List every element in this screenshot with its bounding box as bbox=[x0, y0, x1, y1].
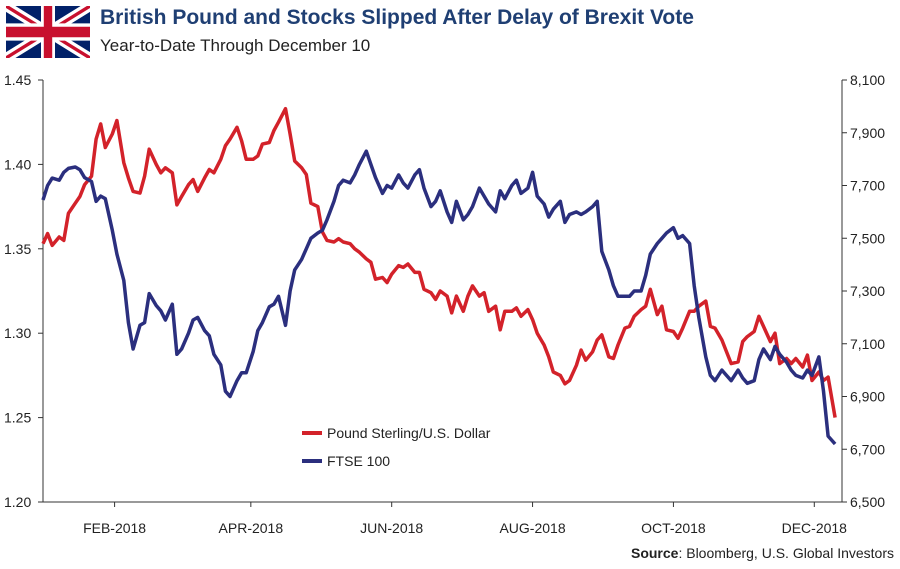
x-tick-label: FEB-2018 bbox=[83, 520, 146, 536]
chart-title: British Pound and Stocks Slipped After D… bbox=[100, 6, 694, 29]
right-tick-label: 7,700 bbox=[850, 178, 885, 194]
left-tick-label: 1.40 bbox=[4, 156, 31, 172]
right-axis-ticks: 6,500 6,700 6,900 7,100 7,300 7,500 7,700 7,900… bbox=[842, 72, 885, 510]
series-layer bbox=[41, 106, 837, 446]
union-jack-flag-icon bbox=[6, 6, 90, 58]
left-tick-label: 1.25 bbox=[4, 410, 31, 426]
right-tick-label: 6,500 bbox=[850, 494, 885, 510]
x-tick-label: OCT-2018 bbox=[641, 520, 706, 536]
source-note: Source: Bloomberg, U.S. Global Investors bbox=[631, 545, 894, 561]
source-label: Source bbox=[630, 545, 679, 561]
legend: Pound Sterling/U.S. Dollar FTSE 100 bbox=[302, 425, 491, 469]
source-text: : Bloomberg, U.S. Global Investors bbox=[678, 545, 894, 561]
x-tick-label: APR-2018 bbox=[219, 520, 284, 536]
right-tick-label: 7,500 bbox=[850, 230, 885, 246]
x-tick-label: JUN-2018 bbox=[360, 520, 423, 536]
left-tick-label: 1.30 bbox=[4, 325, 31, 341]
x-tick-label: DEC-2018 bbox=[782, 520, 848, 536]
series-line-pound-sterling bbox=[41, 106, 837, 418]
left-axis-ticks: 1.20 1.25 1.30 1.35 1.40 1.45 bbox=[4, 72, 43, 510]
chart-subtitle: Year-to-Date Through December 10 bbox=[100, 36, 371, 55]
x-axis-ticks: FEB-2018 APR-2018 JUN-2018 AUG-2018 OCT-2018… bbox=[83, 502, 847, 536]
right-tick-label: 8,100 bbox=[850, 72, 885, 88]
left-tick-label: 1.35 bbox=[4, 241, 31, 257]
right-tick-label: 7,900 bbox=[850, 125, 885, 141]
right-tick-label: 7,300 bbox=[850, 283, 885, 299]
series-line-ftse-100 bbox=[41, 149, 837, 446]
legend-label-ftse: FTSE 100 bbox=[327, 453, 390, 469]
right-tick-label: 6,700 bbox=[850, 441, 885, 457]
left-tick-label: 1.45 bbox=[4, 72, 31, 88]
right-tick-label: 7,100 bbox=[850, 336, 885, 352]
x-tick-label: AUG-2018 bbox=[499, 520, 565, 536]
right-tick-label: 6,900 bbox=[850, 389, 885, 405]
legend-label-gbp: Pound Sterling/U.S. Dollar bbox=[327, 425, 491, 441]
left-tick-label: 1.20 bbox=[4, 494, 31, 510]
